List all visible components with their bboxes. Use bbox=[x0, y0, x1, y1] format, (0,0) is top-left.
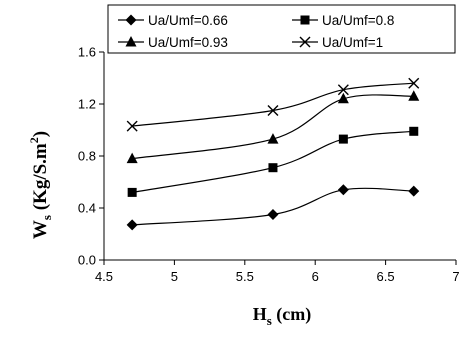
data-point bbox=[408, 185, 420, 197]
legend-entry: Ua/Umf=0.66 bbox=[118, 13, 228, 28]
data-point bbox=[408, 90, 420, 101]
legend-entry: Ua/Umf=1 bbox=[292, 35, 383, 50]
series-line bbox=[132, 94, 414, 160]
x-tick-label: 4.5 bbox=[95, 269, 113, 284]
data-point bbox=[409, 126, 419, 136]
legend-label: Ua/Umf=1 bbox=[322, 35, 383, 50]
x-tick-label: 5 bbox=[171, 269, 178, 284]
data-point bbox=[337, 92, 349, 104]
x-marker-stroke bbox=[267, 105, 279, 116]
y-axis-title-rest: (Kg/S.m bbox=[30, 143, 51, 215]
series-line bbox=[132, 82, 414, 127]
x-tick-label: 6.5 bbox=[377, 269, 395, 284]
x-marker-stroke bbox=[408, 77, 420, 89]
legend-marker bbox=[299, 36, 311, 48]
series-line bbox=[132, 130, 414, 193]
data-point bbox=[267, 209, 279, 220]
legend-entry: Ua/Umf=0.93 bbox=[118, 35, 228, 50]
legend-entry: Ua/Umf=0.8 bbox=[292, 13, 394, 28]
legend-label: Ua/Umf=0.66 bbox=[148, 13, 228, 28]
x-marker-stroke bbox=[126, 120, 138, 132]
data-point bbox=[127, 187, 137, 197]
series-triangle bbox=[126, 90, 420, 164]
y-tick-label: 1.6 bbox=[78, 45, 96, 60]
legend-frame bbox=[107, 4, 456, 54]
y-tick-label: 0.8 bbox=[78, 149, 96, 164]
plot-area: 0.0 0.4 0.8 1.2 1.6 4.5 5 5.5 6 6.5 7 bbox=[78, 45, 460, 285]
data-point bbox=[267, 133, 279, 144]
x-axis-title-rest: (cm) bbox=[272, 304, 311, 325]
data-point bbox=[126, 152, 138, 164]
x-marker-stroke bbox=[337, 84, 349, 96]
legend-marker bbox=[125, 14, 137, 26]
y-tick-label: 1.2 bbox=[78, 97, 96, 112]
legend: Ua/Umf=0.66 Ua/Umf=0.8 Ua/Umf=0.93 Ua/Umf=1 bbox=[107, 4, 456, 54]
data-point bbox=[408, 77, 420, 89]
series-line bbox=[132, 187, 414, 226]
legend-label: Ua/Umf=0.8 bbox=[322, 13, 394, 28]
legend-marker bbox=[300, 15, 310, 25]
x-axis-title-sub: s bbox=[267, 313, 272, 328]
data-point bbox=[267, 105, 279, 116]
data-point bbox=[126, 120, 138, 132]
y-axis-title-sup: 2 bbox=[27, 137, 41, 143]
y-axis-title-main: W bbox=[30, 220, 51, 239]
data-point bbox=[338, 134, 348, 144]
data-point bbox=[268, 163, 278, 173]
y-tick-label: 0.4 bbox=[78, 201, 96, 216]
data-point bbox=[337, 84, 349, 96]
x-tick-label: 5.5 bbox=[236, 269, 254, 284]
series-x bbox=[126, 77, 420, 132]
y-tick-label: 0.0 bbox=[78, 253, 96, 268]
x-tick-label: 6 bbox=[312, 269, 319, 284]
x-axis-title-main: H bbox=[253, 304, 267, 324]
x-tick-label: 7 bbox=[452, 269, 459, 284]
y-axis-title: Ws (Kg/S.m2) bbox=[27, 131, 54, 239]
legend-marker bbox=[125, 36, 137, 47]
x-axis-title: Hs (cm) bbox=[253, 304, 312, 328]
y-axis-title-sub: s bbox=[39, 215, 54, 220]
series-diamond bbox=[126, 184, 420, 231]
series-square bbox=[127, 126, 419, 197]
data-point bbox=[337, 184, 349, 196]
data-point bbox=[126, 219, 138, 231]
x-marker-stroke bbox=[299, 36, 311, 48]
y-axis-title-end: ) bbox=[30, 131, 51, 137]
legend-label: Ua/Umf=0.93 bbox=[148, 35, 228, 50]
